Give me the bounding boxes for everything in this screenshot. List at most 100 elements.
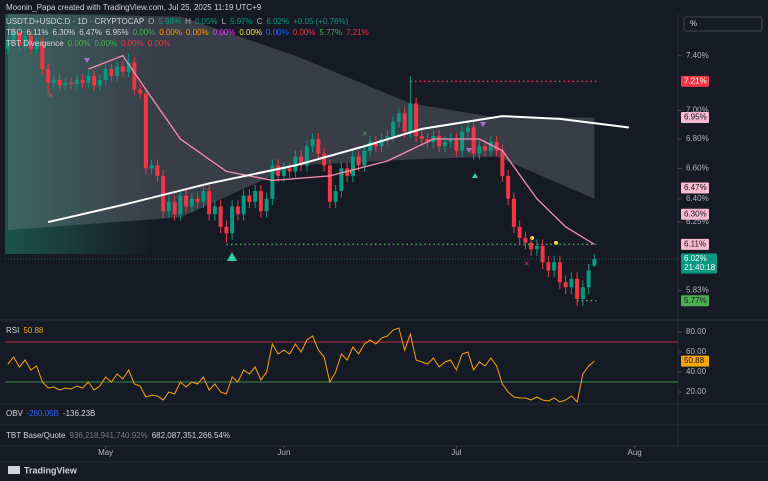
candle-body (339, 168, 344, 192)
candle-body (201, 191, 206, 202)
candle-body (264, 198, 269, 212)
y-tick-label: 6.40% (686, 194, 709, 203)
candle-body (5, 39, 10, 50)
candle-body (218, 206, 223, 227)
moving-average (88, 54, 595, 245)
y-tick-label: 7.40% (686, 51, 709, 60)
candle-body (51, 79, 56, 83)
candle-body (575, 278, 580, 300)
candle-body (396, 113, 401, 122)
legend-line: OBV -280.05B -136.23B (6, 409, 95, 418)
y-tick-label: 7.00% (686, 106, 709, 115)
candle-body (552, 262, 557, 271)
buy-signal (472, 173, 478, 178)
price-label-text: 6.30% (684, 209, 707, 218)
legend-line: TBT Divergence 0.00% 0.00% 0.00% 0.00% (6, 39, 170, 48)
candle-body (333, 191, 338, 202)
candle-body (540, 245, 545, 263)
legend-item: 5.98% (158, 17, 181, 26)
cloud (7, 14, 595, 230)
candle-body (483, 146, 488, 151)
x-tick-label: Jun (277, 448, 290, 457)
candle-body (40, 42, 45, 70)
candle-body (546, 262, 551, 271)
candle-body (569, 278, 574, 288)
candle-body (506, 175, 511, 199)
candle-body (115, 66, 120, 76)
legend-item: -280.05B (26, 409, 58, 418)
candle-body (310, 138, 315, 147)
candle-body (350, 156, 355, 176)
y-tick-label: 6.60% (686, 164, 709, 173)
candle-body (304, 146, 309, 166)
price-label (681, 208, 709, 220)
moving-average (47, 115, 629, 224)
brand-logo (8, 466, 20, 474)
candle-body (414, 103, 419, 137)
candle-body (235, 206, 240, 215)
candle-body (138, 89, 143, 94)
candle-body (494, 141, 499, 151)
candle-body (189, 198, 194, 207)
legend-item: TBO (6, 28, 22, 37)
candle-body (126, 62, 131, 72)
legend-item: 0.00% (186, 28, 209, 37)
candle-body (460, 131, 465, 151)
cross-signal: × (524, 258, 529, 268)
candle-body (322, 153, 327, 166)
sell-signal (84, 58, 90, 63)
rsi-tick-label: 80.00 (686, 327, 707, 336)
legend-item: USDT.D+USDC.D · 1D · CRYPTOCAP (6, 17, 144, 26)
candle-body (488, 141, 493, 151)
legend-item: O (148, 17, 154, 26)
candle-body (281, 168, 286, 176)
legend-item: OBV (6, 409, 24, 418)
candle-body (247, 195, 252, 202)
legend-item: TBT Divergence (6, 39, 64, 48)
legend-item: +0.05 (+0.76%) (293, 17, 348, 26)
legend-item: 6.95% (106, 28, 129, 37)
candle-body (425, 138, 430, 142)
price-label (681, 182, 709, 194)
candle-body (419, 136, 424, 139)
candle-body (592, 258, 597, 266)
candle-body (534, 245, 539, 250)
candle-body (103, 69, 108, 80)
candle-body (557, 262, 562, 283)
legend-item: 6.02% (266, 17, 289, 26)
x-tick-label: Aug (628, 448, 642, 457)
scale-button[interactable] (683, 16, 763, 32)
rsi-tick-label: 20.00 (686, 387, 707, 396)
legend-item: 0.00% (94, 39, 117, 48)
candle-body (437, 136, 442, 147)
candle-body (172, 201, 177, 215)
price-label-text: 6.47% (684, 183, 707, 192)
candle-body (327, 165, 332, 202)
legend-item: 6.11% (26, 28, 48, 37)
candle-body (23, 35, 28, 46)
rsi-name: RSI (6, 326, 19, 335)
candle-body (86, 75, 91, 83)
candle-body (276, 165, 281, 176)
candle-body (258, 191, 263, 212)
candle-body (500, 150, 505, 176)
price-label (681, 111, 709, 123)
legend-item: 5.77% (319, 28, 342, 37)
candle-body (345, 168, 350, 176)
rsi-value-text: 50.88 (684, 356, 705, 365)
legend-item: 0.00% (266, 28, 289, 37)
candle-body (63, 82, 68, 86)
scale-button-label[interactable]: % (690, 19, 697, 28)
candle-body (57, 79, 62, 86)
candle-body (316, 138, 321, 154)
legend-line: USDT.D+USDC.D · 1D · CRYPTOCAP O 5.98% H 6.0… (6, 17, 349, 26)
candle-body (143, 93, 148, 169)
last-price-text: 6.02% (684, 254, 707, 263)
price-label-text: 5.77% (684, 296, 707, 305)
candle-body (212, 206, 217, 215)
candle-body (454, 138, 459, 151)
candle-body (356, 156, 361, 166)
candle-body (241, 195, 246, 215)
legend-item: 6.47% (79, 28, 102, 37)
brand: TradingView (24, 465, 78, 475)
